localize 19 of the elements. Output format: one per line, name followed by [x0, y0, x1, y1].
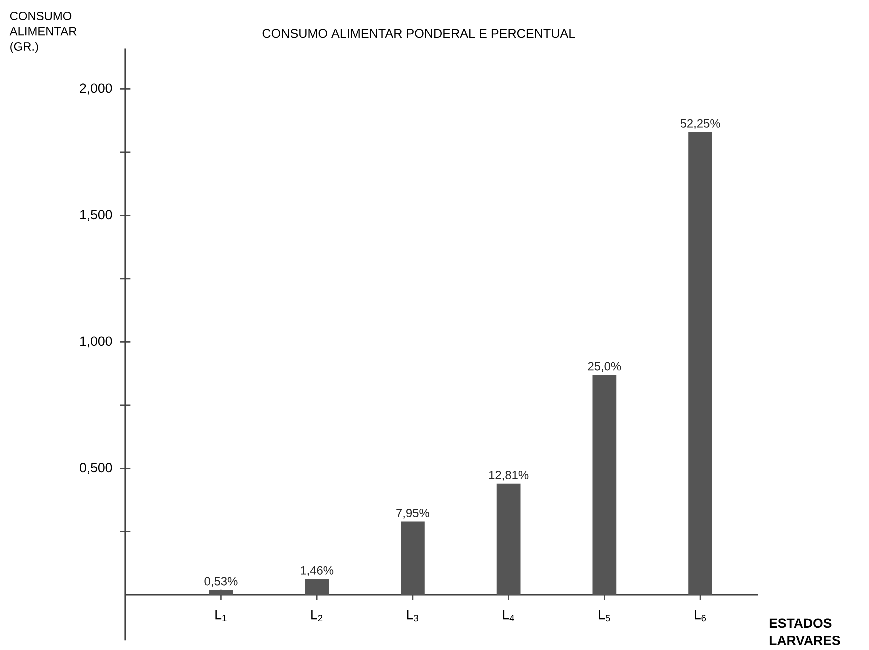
annotation: 7,95%: [396, 509, 430, 519]
annotation: 25,0%: [588, 362, 622, 372]
y-tick-label: 0,500: [80, 463, 112, 474]
y-tick-label: 1,000: [80, 336, 112, 348]
y-axis-title: CONSUMO ALIMENTAR (GR.): [10, 12, 77, 54]
annotation: 12,81%: [489, 471, 529, 482]
y-tick-label: 2,000: [80, 84, 112, 95]
x-tick-label: L$_{1}$: [216, 610, 227, 622]
annotation: 1,46%: [301, 566, 334, 576]
x-tick-label: L$_{4}$: [503, 610, 514, 622]
x-axis-title: ESTADOS LARVARES: [770, 618, 840, 646]
chart-title: CONSUMO ALIMENTAR PONDERAL E PERCENTUAL: [262, 29, 576, 38]
annotation: 52,25%: [680, 120, 720, 130]
x-tick-label: L$_{3}$: [407, 610, 418, 622]
x-tick-label: L$_{6}$: [695, 610, 706, 622]
x-tick-label: L$_{2}$: [312, 610, 323, 622]
annotation: 0,53%: [204, 577, 238, 588]
x-tick-label: L$_{5}$: [599, 610, 610, 622]
y-tick-label: 1,500: [80, 210, 112, 222]
